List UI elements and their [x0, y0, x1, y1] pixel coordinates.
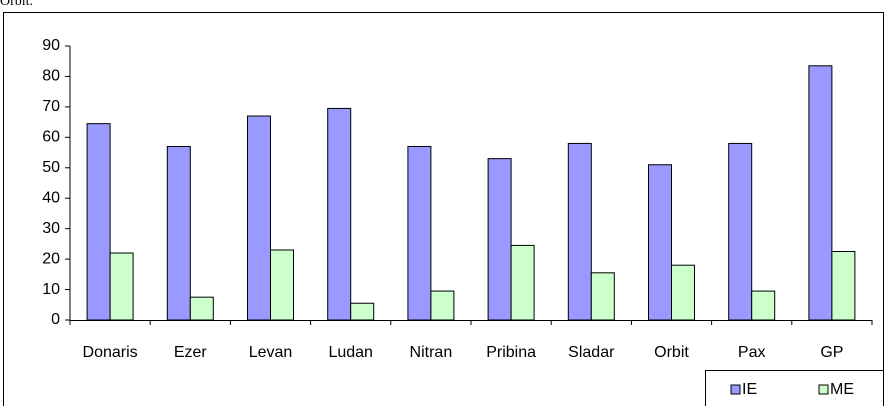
bar — [407, 145, 432, 321]
caption: Orbit. — [0, 0, 33, 9]
y-tick-label: 70 — [42, 98, 60, 115]
x-tick-label: Ludan — [328, 344, 373, 361]
y-tick-label: 0 — [51, 311, 60, 328]
bar — [808, 65, 833, 321]
x-tick-label: Donaris — [83, 344, 138, 361]
bar — [86, 123, 111, 321]
y-tick-label: 50 — [42, 159, 60, 176]
x-tick-label: Pax — [738, 344, 766, 361]
x-tick-label: GP — [820, 344, 843, 361]
bar — [648, 164, 672, 321]
bar — [109, 252, 134, 321]
y-tick-label: 20 — [42, 250, 60, 267]
bar — [567, 142, 592, 321]
y-tick-label: 40 — [42, 189, 60, 206]
bar — [327, 107, 352, 321]
bar — [189, 296, 214, 321]
bar — [430, 290, 455, 321]
x-tick-label: Nitran — [410, 344, 453, 361]
bar — [751, 290, 776, 321]
bar — [350, 302, 375, 321]
x-tick-label: Pribina — [486, 344, 536, 361]
legend-label: ME — [830, 381, 854, 398]
x-tick-label: Levan — [249, 344, 293, 361]
y-tick-label: 90 — [42, 37, 60, 54]
x-tick-label: Sladar — [568, 344, 615, 361]
legend-label: IE — [742, 381, 757, 398]
legend-swatch — [730, 384, 741, 395]
bar — [487, 158, 512, 321]
legend-swatch — [818, 384, 829, 395]
y-tick-label: 30 — [42, 220, 60, 237]
bar — [270, 249, 294, 321]
bar — [728, 142, 753, 321]
bar — [166, 145, 191, 321]
y-tick-label: 80 — [42, 68, 60, 85]
x-tick-label: Orbit — [654, 344, 689, 361]
bar — [671, 264, 695, 321]
y-tick-label: 60 — [42, 129, 60, 146]
chart-border — [3, 12, 884, 406]
x-tick-label: Ezer — [174, 344, 208, 361]
bar — [247, 115, 271, 321]
bar — [590, 272, 615, 321]
bar — [831, 251, 856, 321]
y-tick-label: 10 — [42, 281, 60, 298]
bar — [510, 244, 535, 321]
